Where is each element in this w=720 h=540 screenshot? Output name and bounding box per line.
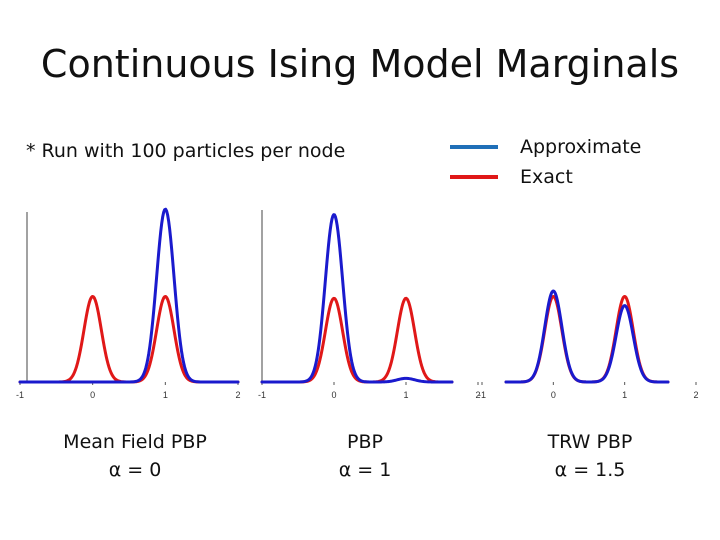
x-tick-label: 2 (693, 390, 698, 400)
x-tick-label: -1 (16, 390, 24, 400)
caption-panel-3: TRW PBP α = 1.5 (510, 428, 670, 484)
series-line-approximate (260, 213, 454, 384)
caption-panel-2: PBP α = 1 (290, 428, 440, 484)
chart-panel-3: -1 0 1 2 (478, 289, 699, 400)
legend-label-approximate: Approximate (520, 136, 642, 158)
caption-panel-2-alpha: α = 1 (338, 459, 392, 481)
series-line-approximate (504, 289, 670, 384)
legend-item-approximate: Approximate (450, 132, 641, 162)
series-line-exact (504, 294, 670, 384)
caption-panel-1: Mean Field PBP α = 0 (40, 428, 230, 484)
legend-line-exact (450, 175, 498, 179)
x-tick-label: 0 (90, 390, 95, 400)
x-tick-label: 2 (235, 390, 240, 400)
x-tick-label: 1 (163, 390, 168, 400)
run-note: * Run with 100 particles per node (26, 140, 346, 162)
caption-panel-2-method: PBP (347, 431, 383, 453)
x-tick-label: -1 (478, 390, 486, 400)
caption-panel-3-method: TRW PBP (547, 431, 633, 453)
chart-panel-1: -1 0 1 2 (16, 207, 241, 400)
series-line-approximate (18, 207, 240, 384)
x-tick-label: -1 (258, 390, 266, 400)
chart-panel-2: -1 0 1 2 (258, 210, 481, 400)
x-tick-label: 0 (331, 390, 336, 400)
caption-panel-3-alpha: α = 1.5 (554, 459, 626, 481)
legend-line-approximate (450, 145, 498, 149)
x-tick-label: 0 (551, 390, 556, 400)
x-tick-label: 1 (403, 390, 408, 400)
caption-panel-1-alpha: α = 0 (108, 459, 162, 481)
x-tick-label: 2 (475, 390, 480, 400)
page-title: Continuous Ising Model Marginals (40, 42, 680, 86)
legend: Approximate Exact (450, 132, 641, 192)
series-line-exact (260, 296, 454, 384)
caption-panel-1-method: Mean Field PBP (63, 431, 207, 453)
x-tick-label: 1 (622, 390, 627, 400)
legend-item-exact: Exact (450, 162, 641, 192)
series-line-exact (18, 295, 240, 384)
legend-label-exact: Exact (520, 166, 573, 188)
